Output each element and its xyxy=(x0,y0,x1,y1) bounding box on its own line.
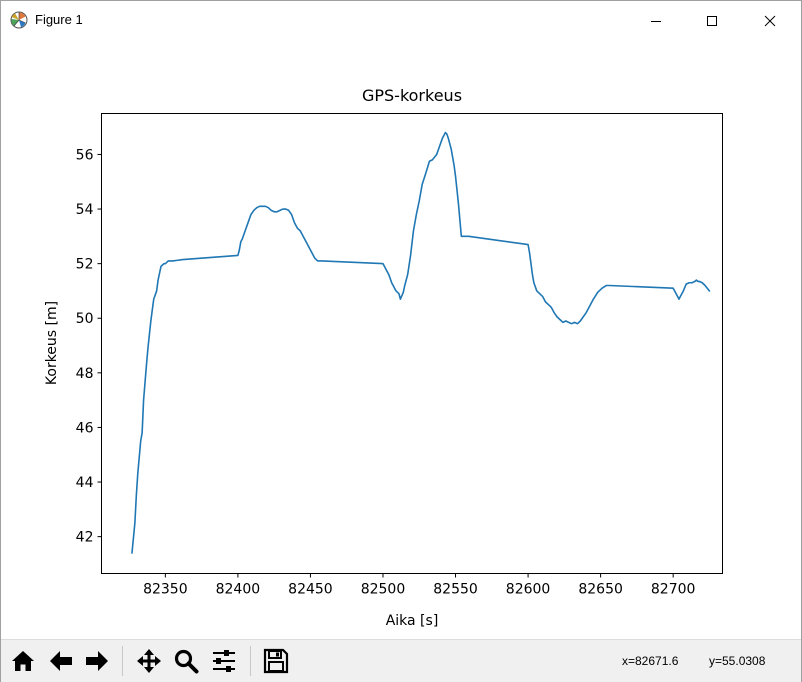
arrow-right-icon xyxy=(86,651,108,671)
y-axis: 42 44 46 48 50 52 54 56 xyxy=(76,147,102,546)
x-tick-label: 82650 xyxy=(578,582,623,598)
figure-canvas[interactable]: 82350 82400 82450 82500 82550 82600 82650 82700… xyxy=(1,40,801,638)
matplotlib-icon xyxy=(10,11,28,29)
x-tick-label: 82700 xyxy=(651,582,696,598)
cursor-x-readout: x=82671.6 xyxy=(622,654,679,668)
sliders-icon xyxy=(213,650,235,672)
x-tick-label: 82400 xyxy=(216,582,261,598)
y-tick-label: 42 xyxy=(76,530,94,546)
axes-frame xyxy=(101,113,723,574)
forward-button[interactable] xyxy=(82,646,112,676)
y-tick-label: 56 xyxy=(76,147,94,163)
maximize-button[interactable] xyxy=(689,1,735,40)
minimize-icon xyxy=(651,20,661,22)
move-icon xyxy=(137,649,161,673)
floppy-disk-icon xyxy=(263,648,289,674)
series-line xyxy=(131,131,711,554)
zoom-button[interactable] xyxy=(171,646,201,676)
back-button[interactable] xyxy=(46,646,76,676)
x-axis-label: Aika [s] xyxy=(386,613,439,629)
x-tick-label: 82350 xyxy=(143,582,188,598)
pan-button[interactable] xyxy=(134,646,164,676)
cursor-y-readout: y=55.0308 xyxy=(709,654,766,668)
y-tick-label: 54 xyxy=(76,202,94,218)
title-bar[interactable]: Figure 1 xyxy=(1,1,801,40)
x-tick-label: 82450 xyxy=(288,582,333,598)
x-tick-label: 82600 xyxy=(506,582,551,598)
magnifier-icon xyxy=(174,649,199,674)
y-tick-label: 46 xyxy=(76,420,94,436)
minimize-button[interactable] xyxy=(633,1,679,40)
window-title: Figure 1 xyxy=(35,12,83,27)
home-icon xyxy=(12,651,34,671)
chart-title: GPS-korkeus xyxy=(362,86,462,105)
y-axis-label: Korkeus [m] xyxy=(44,301,60,385)
save-button[interactable] xyxy=(261,646,291,676)
y-tick-label: 48 xyxy=(76,366,94,382)
arrow-left-icon xyxy=(50,651,72,671)
y-tick-label: 52 xyxy=(76,257,94,273)
x-tick-label: 82550 xyxy=(433,582,478,598)
home-button[interactable] xyxy=(8,646,38,676)
y-tick-label: 50 xyxy=(76,311,94,327)
close-button[interactable] xyxy=(747,1,793,40)
maximize-icon xyxy=(707,15,717,26)
navigation-toolbar: x=82671.6 y=55.0308 xyxy=(1,639,801,682)
x-tick-label: 82500 xyxy=(361,582,406,598)
toolbar-separator xyxy=(122,646,123,676)
chart[interactable]: 82350 82400 82450 82500 82550 82600 82650 82700… xyxy=(1,40,801,638)
y-tick-label: 44 xyxy=(76,475,94,491)
x-axis: 82350 82400 82450 82500 82550 82600 82650 82700 xyxy=(143,573,696,598)
configure-subplots-button[interactable] xyxy=(209,646,239,676)
toolbar-separator xyxy=(250,646,251,676)
close-icon xyxy=(764,15,776,26)
